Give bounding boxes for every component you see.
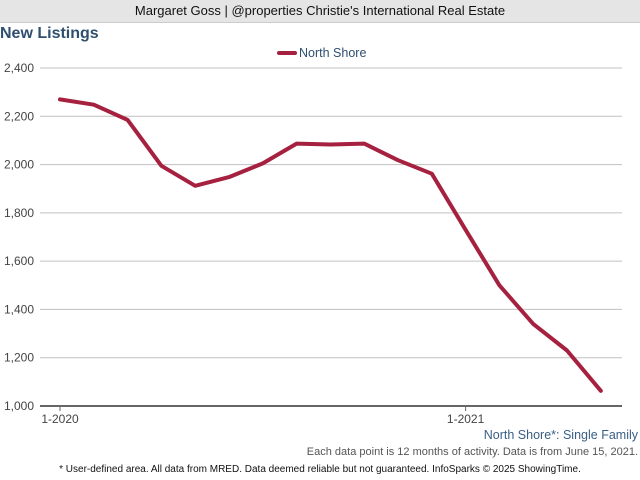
data-note: Each data point is 12 months of activity…	[306, 446, 638, 458]
data-point	[194, 185, 196, 187]
y-tick-label: 1,000	[4, 399, 34, 413]
data-point	[600, 390, 602, 392]
data-point	[431, 173, 433, 175]
chart-title: New Listings	[0, 25, 99, 42]
x-axis: 1-2020 1-2021	[40, 405, 622, 426]
series	[58, 97, 603, 393]
footer-note: * User-defined area. All data from MRED.…	[59, 464, 581, 475]
data-point	[59, 98, 61, 100]
data-point	[532, 323, 534, 325]
y-tick-label: 1,200	[4, 351, 34, 365]
header-text: Margaret Goss | @properties Christie's I…	[134, 3, 506, 18]
series-line	[58, 97, 603, 393]
data-point	[93, 104, 95, 106]
y-tick-label: 2,200	[4, 109, 34, 123]
data-point	[329, 144, 331, 146]
data-point	[397, 159, 399, 161]
grid	[40, 67, 622, 359]
region-note: North Shore*: Single Family	[483, 428, 638, 442]
y-tick-label: 2,400	[4, 61, 34, 75]
data-point	[465, 229, 467, 231]
legend: North Shore	[277, 46, 366, 60]
y-axis-ticks: 1,000 1,200 1,400 1,600 1,800 2,000 2,200 2,400	[4, 61, 34, 413]
y-tick-label: 1,400	[4, 302, 34, 316]
header-bar: Margaret Goss | @properties Christie's I…	[0, 0, 640, 23]
legend-label: North Shore	[299, 46, 366, 60]
data-point	[498, 284, 500, 286]
y-tick-label: 1,600	[4, 254, 34, 268]
data-point	[296, 143, 298, 145]
data-point	[566, 349, 568, 351]
data-point	[160, 165, 162, 167]
data-point	[262, 162, 264, 164]
data-point	[127, 119, 129, 121]
x-tick-label: 1-2021	[447, 412, 485, 426]
data-point	[228, 176, 230, 178]
y-tick-label: 1,800	[4, 206, 34, 220]
y-tick-label: 2,000	[4, 158, 34, 172]
x-tick-label: 1-2020	[41, 412, 79, 426]
data-point	[363, 143, 365, 145]
